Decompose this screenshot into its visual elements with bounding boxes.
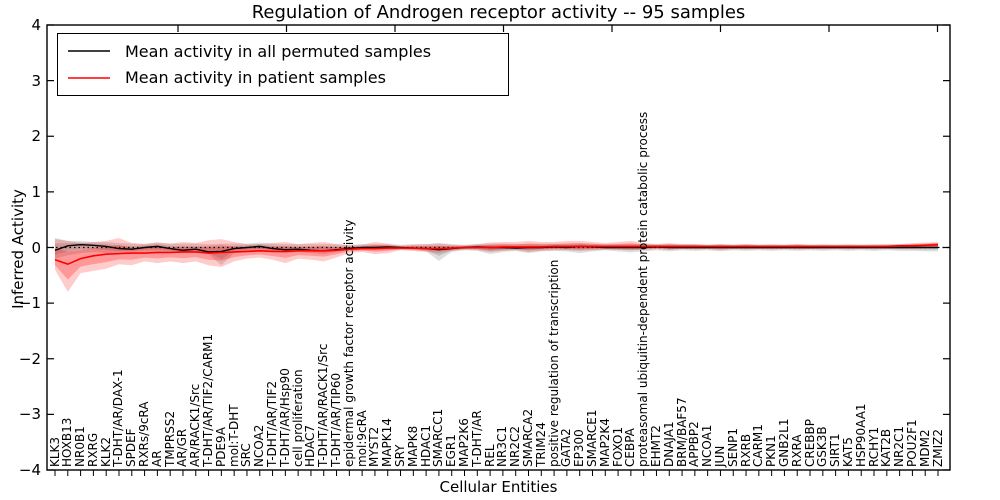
- y-tick-label: 4: [31, 16, 41, 34]
- y-tick-label: −4: [18, 461, 41, 479]
- y-tick-label: 1: [31, 182, 41, 201]
- legend-entry-patient: Mean activity in patient samples: [68, 68, 508, 87]
- x-tick-label: MAPK8: [405, 425, 420, 467]
- x-tick-label: JUN: [712, 445, 727, 467]
- x-tick-label: POU2F1: [904, 419, 919, 467]
- x-tick-label: AR: [149, 450, 164, 467]
- permuted-line-icon: [68, 50, 110, 53]
- legend-entry-permuted: Mean activity in all permuted samples: [68, 42, 508, 61]
- x-tick-label: T-DHT/AR: [469, 410, 484, 467]
- x-tick-label: epidermal growth factor receptor activit…: [341, 219, 356, 467]
- x-tick-label: DNAJA1: [661, 421, 676, 467]
- y-tick-label: −3: [18, 405, 41, 424]
- y-tick-label: −2: [18, 349, 41, 368]
- x-tick-label: RXRA: [789, 434, 804, 467]
- x-tick-label: ZMIZ2: [930, 429, 945, 467]
- y-tick-label: 2: [31, 127, 41, 146]
- y-tick-label: 3: [31, 71, 41, 90]
- x-tick-label: T-DHT/AR/Hsp90: [277, 368, 292, 467]
- x-tick-label: TRIM24: [533, 422, 548, 467]
- x-axis-label: Cellular Entities: [439, 478, 558, 496]
- legend-label-patient: Mean activity in patient samples: [125, 68, 386, 88]
- x-tick-label: proteasomal ubiquitin-dependent protein …: [636, 111, 651, 467]
- x-tick-label: MDM2: [917, 429, 932, 467]
- y-tick-label: 0: [31, 238, 41, 257]
- x-tick-label: EHMT2: [648, 425, 663, 467]
- x-tick-label: RXRG: [85, 432, 100, 467]
- x-tick-label: MAP2K4: [597, 418, 612, 467]
- legend: Mean activity in all permuted samples Me…: [57, 33, 509, 96]
- chart-title: Regulation of Androgen receptor activity…: [251, 2, 746, 23]
- x-tick-label: PDE9A: [213, 427, 228, 467]
- legend-label-permuted: Mean activity in all permuted samples: [125, 41, 432, 61]
- x-tick-label: GNB2L1: [776, 418, 791, 467]
- x-tick-label: HSP90AA1: [853, 403, 868, 467]
- patient-line-icon: [68, 76, 110, 79]
- x-tick-label: KAT5: [840, 437, 855, 467]
- x-tick-label: SENP1: [725, 427, 740, 467]
- y-tick-label: −1: [18, 294, 41, 313]
